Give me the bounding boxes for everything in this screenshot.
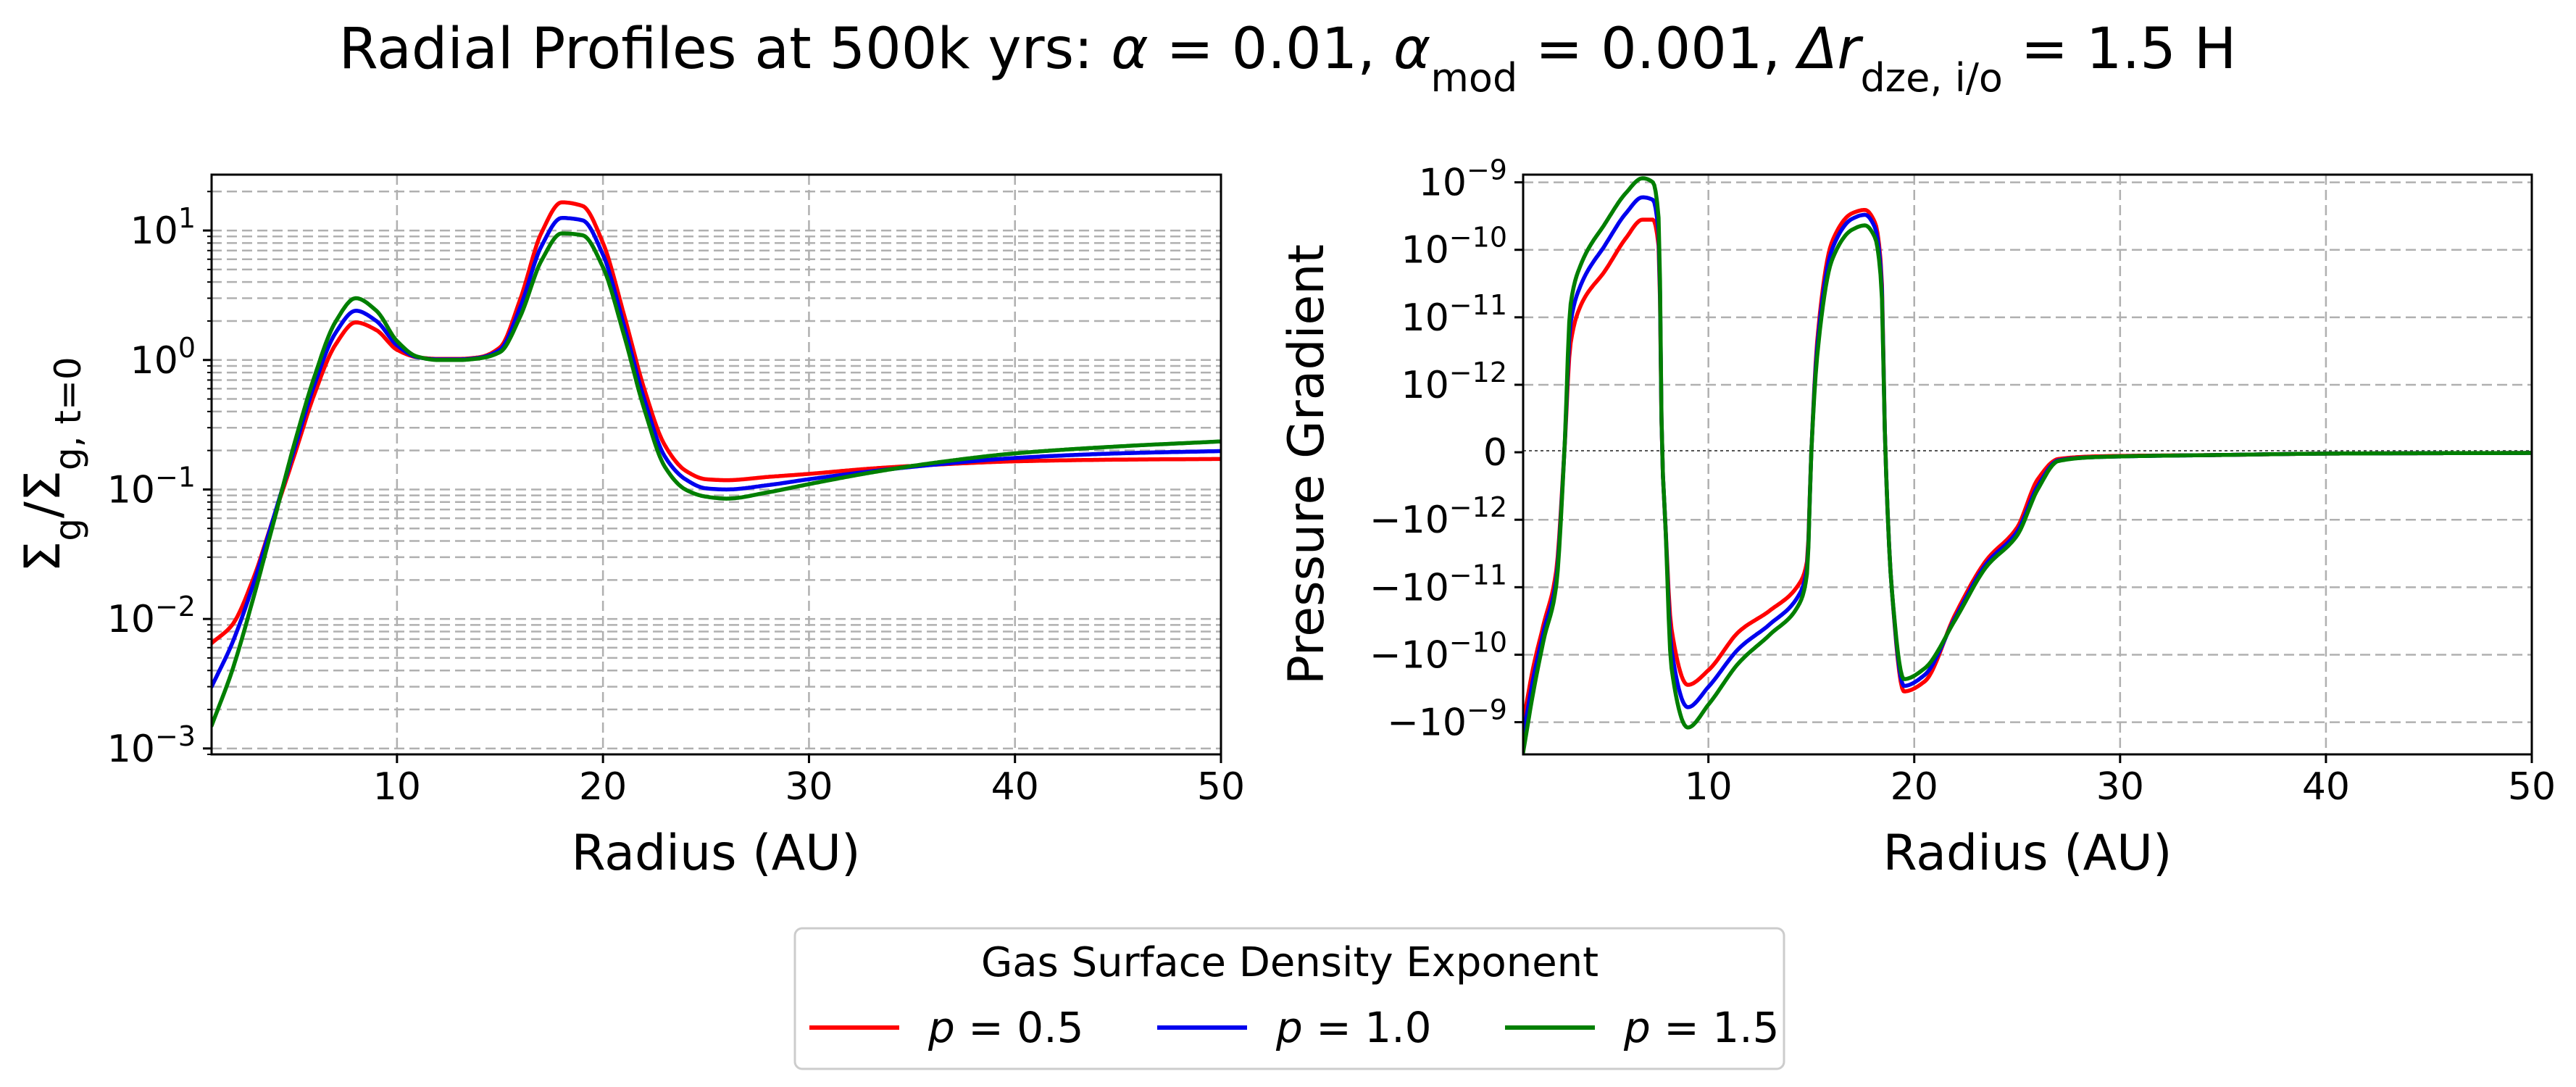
legend-label: p = 1.0: [1275, 1003, 1432, 1052]
figure-title: Radial Profiles at 500k yrs: α = 0.01, α…: [339, 17, 2237, 101]
y-tick-label: −10−10: [1370, 626, 1507, 677]
x-tick-label: 20: [1891, 765, 1938, 809]
left-x-axis-label: Radius (AU): [572, 825, 861, 882]
y-tick-label: 10−1: [107, 461, 196, 512]
y-tick-label: 10−10: [1401, 222, 1507, 272]
x-tick-label: 50: [2508, 765, 2556, 809]
left-axes-frame: [210, 173, 1222, 756]
legend-label: p = 0.5: [928, 1003, 1084, 1052]
left-y-axis-label: Σg/Σg, t=0: [14, 357, 89, 572]
series-line-10: [212, 216, 1221, 689]
legend-box: [793, 927, 1785, 1070]
series-line-15: [212, 231, 1221, 728]
x-tick-label: 30: [785, 765, 833, 809]
y-tick-label: 0: [1483, 431, 1507, 475]
right-axes-frame: [1522, 173, 2533, 756]
legend-label: p = 1.5: [1623, 1003, 1780, 1052]
y-tick-label: 10−11: [1401, 289, 1507, 340]
x-tick-label: 50: [1197, 765, 1245, 809]
legend-title: Gas Surface Density Exponent: [981, 939, 1598, 986]
right-gridlines: [1523, 175, 2532, 754]
y-tick-label: −10−9: [1387, 694, 1507, 745]
x-tick-label: 40: [2302, 765, 2350, 809]
series-line-05: [1523, 207, 2532, 725]
left-panel: 10 20 30 40 50 10−3 10−2 10−1 100 101 Radius (AU)…: [14, 173, 1245, 882]
x-tick-label: 40: [991, 765, 1039, 809]
right-curves: [1523, 176, 2532, 754]
y-tick-label: −10−12: [1370, 491, 1507, 542]
y-tick-label: 100: [130, 332, 196, 383]
left-ticks: 10 20 30 40 50 10−3 10−2 10−1 100 101: [107, 191, 1245, 809]
x-tick-label: 10: [373, 765, 421, 809]
x-tick-label: 30: [2096, 765, 2144, 809]
legend-items: p = 0.5 p = 1.0 p = 1.5: [809, 1003, 1780, 1052]
y-tick-label: −10−11: [1370, 559, 1507, 609]
right-y-axis-label: Pressure Gradient: [1278, 244, 1335, 685]
left-gridlines: [212, 175, 1221, 756]
y-tick-label: 10−12: [1401, 357, 1507, 407]
right-panel: 10 20 30 40 50 10−9 10−10 10−11 10−12 0 −10−12 −10−…: [1278, 154, 2556, 882]
legend: Gas Surface Density Exponent p = 0.5 p = …: [793, 927, 1785, 1070]
right-ticks: 10 20 30 40 50 10−9 10−10 10−11 10−12 0 −10−12 −10−…: [1370, 154, 2556, 809]
series-line-15: [1523, 176, 2532, 754]
series-line-05: [212, 200, 1221, 646]
y-tick-label: 101: [130, 202, 196, 253]
left-curves: [212, 200, 1221, 728]
y-tick-label: 10−9: [1419, 154, 1507, 205]
y-tick-label: 10−3: [107, 720, 196, 771]
x-tick-label: 10: [1685, 765, 1733, 809]
x-tick-label: 20: [579, 765, 627, 809]
y-tick-label: 10−2: [107, 591, 196, 641]
right-x-axis-label: Radius (AU): [1883, 825, 2172, 882]
